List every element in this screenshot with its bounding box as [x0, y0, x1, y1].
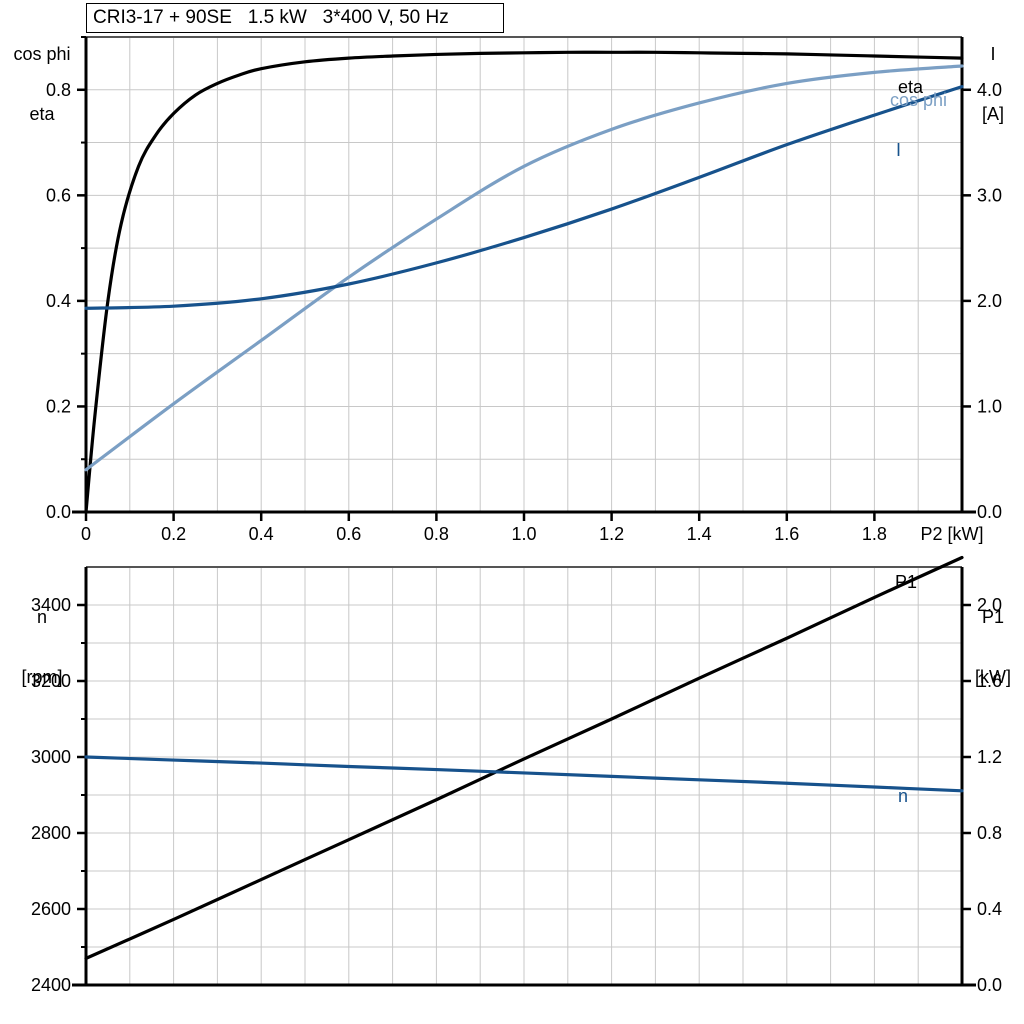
- gridlines: [86, 36, 962, 513]
- x-axis-tick-label: 0.4: [249, 524, 274, 544]
- left-axis-tick-label: 0.2: [46, 396, 71, 416]
- x-axis-tick-label: 1.2: [599, 524, 624, 544]
- left-axis-tick-label: 3000: [31, 747, 71, 767]
- chart-title-text: CRI3-17 + 90SE 1.5 kW 3*400 V, 50 Hz: [93, 7, 449, 28]
- right-axis-tick-label: 1.0: [977, 396, 1002, 416]
- left-axis-tick-label: 0.4: [46, 291, 71, 311]
- right-axis-tick-label: 0.0: [977, 975, 1002, 995]
- curve-n: [84, 755, 964, 793]
- bottom-left-axis-title-line2: [rpm]: [21, 667, 63, 687]
- x-axis-title: P2 [kW]: [920, 524, 983, 544]
- left-axis-ticks: 0.0 0.2 0.4 0.6 0.8: [46, 36, 86, 522]
- right-axis-tick-label: 0.8: [977, 823, 1002, 843]
- x-axis-tick-label: 0.6: [336, 524, 361, 544]
- x-axis-tick-label: 0: [81, 524, 91, 544]
- left-axis-tick-label: 3200: [31, 671, 71, 691]
- left-axis-tick-label: 2400: [31, 975, 71, 995]
- bottom-chart-left-axis-title: n [rpm]: [4, 567, 80, 727]
- curve-label-current: I: [896, 140, 901, 160]
- right-axis-tick-label: 4.0: [977, 80, 1002, 100]
- bottom-left-axis-title-line1: n: [36, 607, 47, 627]
- x-axis-tick-label: 0.8: [424, 524, 449, 544]
- gridlines: [86, 566, 962, 986]
- left-axis-tick-label: 0.6: [46, 185, 71, 205]
- right-axis-tick-label: 0.4: [977, 899, 1002, 919]
- left-axis-ticks: 2400 2600 2800 3000 3200 3400: [31, 595, 86, 995]
- x-axis-tick-label: 1.0: [511, 524, 536, 544]
- bottom-right-axis-title-line1: P1: [981, 607, 1005, 627]
- right-axis-tick-label: 1.6: [977, 671, 1002, 691]
- curves: [84, 555, 964, 960]
- right-axis-ticks: 0.0 0.4 0.8 1.2 1.6 2.0: [962, 595, 1002, 995]
- bottom-chart: 2400 2600 2800 3000 3200 3400 0.0 0.4 0.8 1.2 1.6 2…: [31, 555, 1002, 995]
- right-axis-tick-label: 2.0: [977, 291, 1002, 311]
- top-left-axis-title-line1: cos phi: [13, 44, 71, 64]
- x-axis-tick-label: 1.6: [774, 524, 799, 544]
- curve-cos-phi: [84, 64, 964, 472]
- curves: [84, 50, 964, 514]
- right-axis-ticks: 0.0 1.0 2.0 3.0 4.0: [962, 80, 1002, 522]
- x-axis-ticks: 0 0.2 0.4 0.6 0.8 1.0 1.2 1.4 1.6 1.8 P2 [kW]: [81, 512, 984, 544]
- bottom-chart-right-axis-title: P1 [kW]: [966, 567, 1020, 727]
- curve-label-p1: P1: [895, 572, 917, 592]
- top-right-axis-title-line1: I: [990, 44, 996, 64]
- top-right-axis-title-line2: [A]: [981, 104, 1004, 124]
- top-chart: 0.0 0.2 0.4 0.6 0.8 0.0 1.0 2.0 3.0 4.0 0 0.2 0.4 0.6…: [46, 36, 1002, 544]
- right-axis-tick-label: 3.0: [977, 185, 1002, 205]
- x-axis-tick-label: 0.2: [161, 524, 186, 544]
- x-axis-tick-label: 1.8: [862, 524, 887, 544]
- curve-label-eta: eta: [898, 77, 924, 97]
- curve-label-cos-phi: cos phi: [890, 90, 947, 110]
- right-axis-tick-label: 0.0: [977, 502, 1002, 522]
- left-axis-tick-label: 2800: [31, 823, 71, 843]
- curve-label-speed: n: [898, 786, 908, 806]
- curve-labels: P1 n: [895, 572, 917, 806]
- top-left-axis-title-line2: eta: [29, 104, 55, 124]
- top-chart-right-axis-title: I [A]: [966, 4, 1020, 164]
- left-axis-tick-label: 2600: [31, 899, 71, 919]
- top-chart-left-axis-title: cos phi eta: [4, 4, 80, 164]
- curve-eta: [84, 50, 964, 514]
- bottom-right-axis-title-line2: [kW]: [975, 667, 1011, 687]
- chart-title-box: CRI3-17 + 90SE 1.5 kW 3*400 V, 50 Hz: [86, 3, 504, 33]
- left-axis-tick-label: 0.0: [46, 502, 71, 522]
- left-axis-tick-label: 0.8: [46, 80, 71, 100]
- right-axis-tick-label: 1.2: [977, 747, 1002, 767]
- right-axis-tick-label: 2.0: [977, 595, 1002, 615]
- left-axis-tick-label: 3400: [31, 595, 71, 615]
- curve-P1: [84, 555, 964, 960]
- x-axis-tick-label: 1.4: [687, 524, 712, 544]
- curve-I: [84, 85, 964, 310]
